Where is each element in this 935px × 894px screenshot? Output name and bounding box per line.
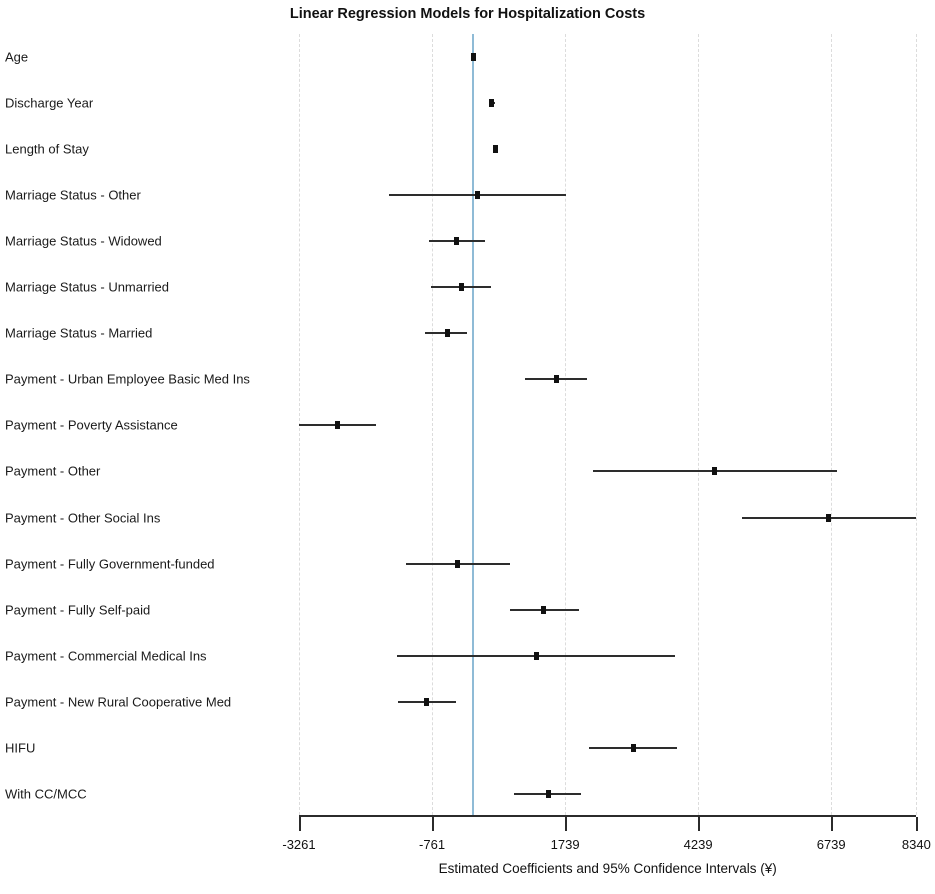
- category-label: Marriage Status - Unmarried: [5, 279, 169, 295]
- gridline-1739: [565, 34, 567, 815]
- estimate-marker: [444, 329, 450, 338]
- estimate-marker: [630, 743, 636, 752]
- x-tick-label: 1739: [550, 837, 580, 852]
- estimate-marker: [545, 789, 551, 798]
- gridline-8340: [916, 34, 918, 815]
- estimate-marker: [335, 421, 341, 430]
- category-label: Payment - Commercial Medical Ins: [5, 648, 207, 664]
- category-label: Payment - New Rural Cooperative Med: [5, 694, 232, 710]
- x-axis-title: Estimated Coefficients and 95% Confidenc…: [438, 861, 777, 876]
- estimate-marker: [826, 513, 832, 522]
- estimate-marker: [533, 651, 539, 660]
- x-axis-line: [299, 815, 917, 817]
- category-label: Payment - Other Social Ins: [5, 510, 161, 525]
- x-tick-label: 8340: [901, 837, 931, 852]
- estimate-marker: [458, 283, 464, 292]
- estimate-marker: [711, 467, 717, 476]
- estimate-marker: [455, 559, 461, 568]
- category-label: With CC/MCC: [5, 786, 87, 802]
- estimate-marker: [471, 53, 477, 61]
- category-label: Marriage Status - Married: [5, 325, 153, 341]
- estimate-marker: [541, 605, 547, 614]
- plot-panel: [299, 34, 918, 815]
- estimate-marker: [454, 237, 460, 246]
- x-tick-label: -761: [419, 837, 446, 852]
- category-label: Length of Stay: [5, 141, 89, 157]
- category-label: Payment - Fully Government-funded: [5, 556, 215, 572]
- x-tick-label: 4239: [683, 837, 713, 852]
- estimate-marker: [553, 375, 559, 384]
- x-tick: [432, 817, 434, 831]
- x-tick: [831, 817, 833, 831]
- gridline--761: [432, 34, 434, 815]
- gridline-4239: [698, 34, 700, 815]
- x-tick: [565, 817, 567, 831]
- estimate-marker: [475, 191, 481, 200]
- gridline-6739: [831, 34, 833, 815]
- x-tick: [916, 817, 918, 831]
- zero-reference-line: [471, 34, 474, 815]
- category-label: Payment - Fully Self-paid: [5, 602, 151, 618]
- category-label: Payment - Poverty Assistance: [5, 417, 178, 433]
- x-tick: [698, 817, 700, 831]
- estimate-marker: [424, 697, 430, 706]
- category-label: Age: [5, 49, 29, 65]
- category-label: Marriage Status - Widowed: [5, 233, 162, 249]
- category-label: Discharge Year: [5, 95, 94, 111]
- category-label: HIFU: [5, 740, 36, 756]
- estimate-marker: [489, 99, 495, 108]
- estimate-marker: [493, 145, 499, 154]
- x-tick-label: -3261: [282, 837, 316, 852]
- category-label: Payment - Urban Employee Basic Med Ins: [5, 371, 250, 387]
- x-tick: [299, 817, 301, 831]
- x-tick-label: 6739: [816, 837, 846, 852]
- category-label: Payment - Other: [5, 463, 101, 479]
- category-label: Marriage Status - Other: [5, 187, 141, 203]
- chart-title: Linear Regression Models for Hospitaliza…: [289, 6, 646, 22]
